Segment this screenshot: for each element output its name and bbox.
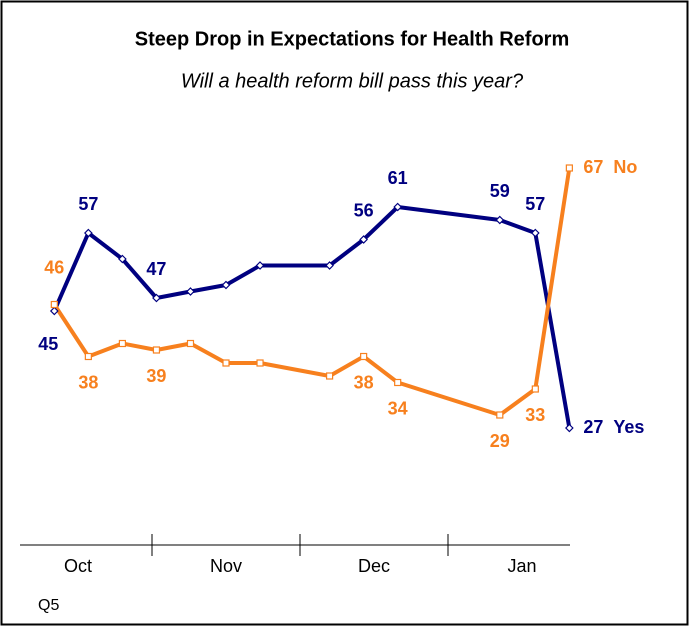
x-tick-label: Jan [507,556,536,576]
chart-title: Steep Drop in Expectations for Health Re… [135,28,570,50]
data-label: 57 [525,194,545,214]
marker [496,411,504,419]
marker [118,339,127,348]
data-label: 38 [78,372,98,392]
marker [565,164,573,172]
data-label: 56 [354,200,374,220]
marker [152,293,161,303]
data-label: 29 [490,431,510,451]
marker [49,306,59,316]
marker [531,385,539,393]
footnote: Q5 [38,597,59,614]
data-label: 59 [490,181,510,201]
marker [221,280,231,290]
marker [84,228,93,238]
marker [118,254,127,264]
marker [530,228,540,238]
marker [186,287,195,296]
marker [495,215,505,225]
x-tick-label: Oct [64,556,92,576]
marker [186,339,195,348]
marker [325,261,334,270]
data-label: 34 [388,398,408,418]
chart-subtitle: Will a health reform bill pass this year… [181,70,524,92]
marker [394,378,402,387]
marker [84,352,92,361]
data-label: 33 [525,405,545,425]
data-label: 67 [583,157,603,177]
data-label: 45 [38,334,58,354]
data-label: 47 [146,259,166,279]
marker [360,352,368,361]
marker [152,346,161,354]
series-name: No [613,157,637,177]
data-label: 46 [44,257,64,277]
x-tick-label: Nov [210,556,242,576]
marker [222,359,230,367]
marker [565,423,574,433]
marker [393,202,403,212]
data-label: 61 [388,168,408,188]
data-label: 39 [146,366,166,386]
series-name: Yes [613,417,644,437]
marker [255,261,265,270]
marker [359,235,368,244]
x-tick-label: Dec [358,556,390,576]
data-label: 27 [583,417,603,437]
marker [326,372,334,380]
marker [256,359,264,367]
marker [50,300,58,309]
data-label: 57 [78,194,98,214]
data-label: 38 [354,372,374,392]
